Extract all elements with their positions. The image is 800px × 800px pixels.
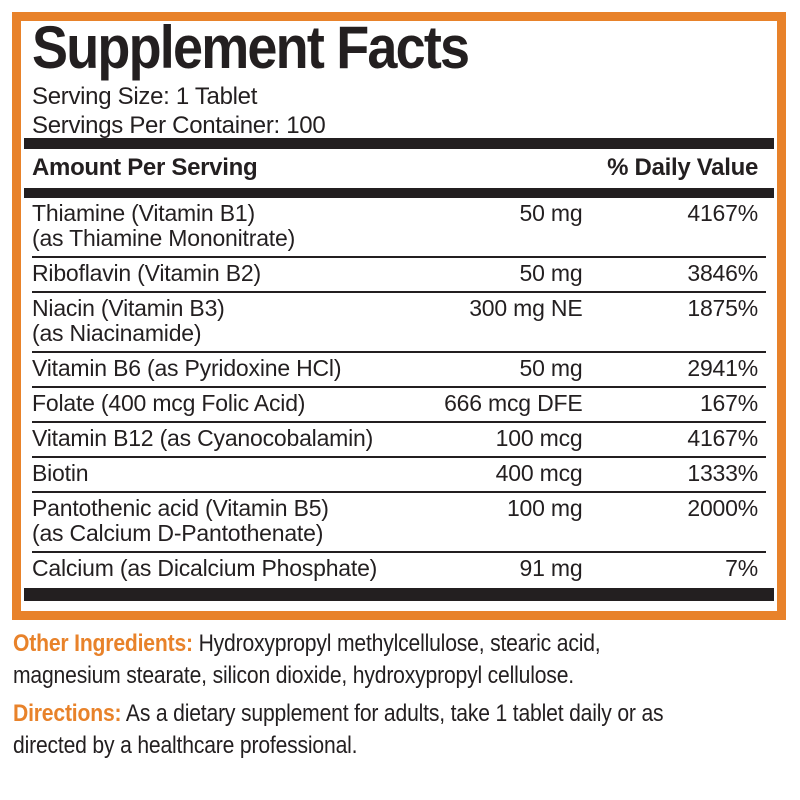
other-ingredients-line2: magnesium stearate, silicon dioxide, hyd… [13, 662, 574, 689]
other-ingredients-paragraph: Other Ingredients: Hydroxypropyl methylc… [13, 628, 787, 692]
nutrient-name: Vitamin B6 (as Pyridoxine HCl) [32, 355, 342, 381]
nutrient-name: Folate (400 mcg Folic Acid) [32, 390, 306, 416]
nutrient-name: Pantothenic acid (Vitamin B5) [32, 495, 329, 521]
nutrient-row: Thiamine (Vitamin B1) (as Thiamine Mononi… [32, 198, 766, 256]
nutrient-name-cell: Biotin [32, 461, 414, 486]
directions-line1: As a dietary supplement for adults, take… [121, 700, 664, 727]
panel-title: Supplement Facts [32, 14, 470, 81]
nutrient-name-sub: (as Thiamine Mononitrate) [32, 225, 296, 251]
nutrient-daily-value: 4167% [687, 425, 758, 451]
other-ingredients-label: Other Ingredients: [13, 630, 193, 657]
nutrient-daily-value: 1333% [687, 460, 758, 486]
nutrient-name-cell: Vitamin B6 (as Pyridoxine HCl) [32, 356, 414, 381]
nutrient-row: Niacin (Vitamin B3) (as Niacinamide) 300 m… [32, 291, 766, 351]
nutrient-name: Calcium (as Dicalcium Phosphate) [32, 555, 378, 581]
directions-paragraph: Directions: As a dietary supplement for … [13, 698, 787, 762]
nutrient-amount: 300 mg NE [469, 295, 583, 321]
nutrient-name-cell: Riboflavin (Vitamin B2) [32, 261, 414, 286]
nutrient-daily-value: 2000% [687, 495, 758, 521]
directions-label: Directions: [13, 700, 122, 727]
table-header-row: Amount Per Serving % Daily Value [32, 149, 766, 188]
nutrient-row: Pantothenic acid (Vitamin B5) (as Calcium… [32, 491, 766, 551]
nutrient-daily-value: 1875% [687, 295, 758, 321]
nutrient-name-cell: Calcium (as Dicalcium Phosphate) [32, 556, 414, 581]
nutrient-table: Thiamine (Vitamin B1) (as Thiamine Mononi… [32, 198, 766, 586]
nutrient-name-cell: Pantothenic acid (Vitamin B5) (as Calcium… [32, 496, 414, 546]
nutrient-amount: 100 mg [506, 495, 583, 521]
other-ingredients-line1: Hydroxypropyl methylcellulose, stearic a… [192, 630, 601, 657]
nutrient-name: Niacin (Vitamin B3) [32, 295, 225, 321]
nutrient-name-cell: Thiamine (Vitamin B1) (as Thiamine Mononi… [32, 201, 414, 251]
nutrient-name-sub: (as Calcium D-Pantothenate) [32, 520, 324, 546]
nutrient-amount: 91 mg [519, 555, 583, 581]
nutrient-daily-value: 4167% [687, 200, 758, 226]
divider-below-header [24, 188, 774, 198]
nutrient-daily-value: 3846% [687, 260, 758, 286]
nutrient-row: Vitamin B12 (as Cyanocobalamin) 100 mcg 41… [32, 421, 766, 456]
nutrient-daily-value: 2941% [687, 355, 758, 381]
nutrient-name-cell: Niacin (Vitamin B3) (as Niacinamide) [32, 296, 414, 346]
nutrient-name: Riboflavin (Vitamin B2) [32, 260, 261, 286]
nutrient-amount: 50 mg [519, 355, 583, 381]
servings-per-container-text: Servings Per Container: 100 [32, 112, 326, 139]
nutrient-amount: 666 mcg DFE [444, 390, 583, 416]
nutrient-row: Calcium (as Dicalcium Phosphate) 91 mg 7% [32, 551, 766, 586]
percent-daily-value-header: % Daily Value [607, 154, 758, 181]
nutrient-daily-value: 167% [699, 390, 758, 416]
nutrient-name-sub: (as Niacinamide) [32, 320, 202, 346]
nutrient-row: Folate (400 mcg Folic Acid) 666 mcg DFE 16… [32, 386, 766, 421]
nutrient-daily-value: 7% [725, 555, 758, 581]
nutrient-name-cell: Vitamin B12 (as Cyanocobalamin) [32, 426, 414, 451]
serving-size-text: Serving Size: 1 Tablet [32, 83, 258, 110]
nutrient-name: Vitamin B12 (as Cyanocobalamin) [32, 425, 374, 451]
amount-per-serving-header: Amount Per Serving [32, 154, 258, 181]
nutrient-row: Vitamin B6 (as Pyridoxine HCl) 50 mg 2941% [32, 351, 766, 386]
nutrient-amount: 100 mcg [495, 425, 583, 451]
nutrient-amount: 50 mg [519, 260, 583, 286]
thick-divider-top [24, 138, 774, 149]
nutrient-name-cell: Folate (400 mcg Folic Acid) [32, 391, 414, 416]
nutrient-amount: 400 mcg [495, 460, 583, 486]
nutrient-row: Biotin 400 mcg 1333% [32, 456, 766, 491]
nutrient-amount: 50 mg [519, 200, 583, 226]
supplement-facts-panel: Supplement Facts Serving Size: 1 Tablet … [12, 12, 786, 620]
nutrient-row: Riboflavin (Vitamin B2) 50 mg 3846% [32, 256, 766, 291]
directions-line2: directed by a healthcare professional. [13, 732, 358, 759]
nutrient-name: Thiamine (Vitamin B1) [32, 200, 255, 226]
thick-divider-bottom [24, 588, 774, 601]
nutrient-name: Biotin [32, 460, 89, 486]
